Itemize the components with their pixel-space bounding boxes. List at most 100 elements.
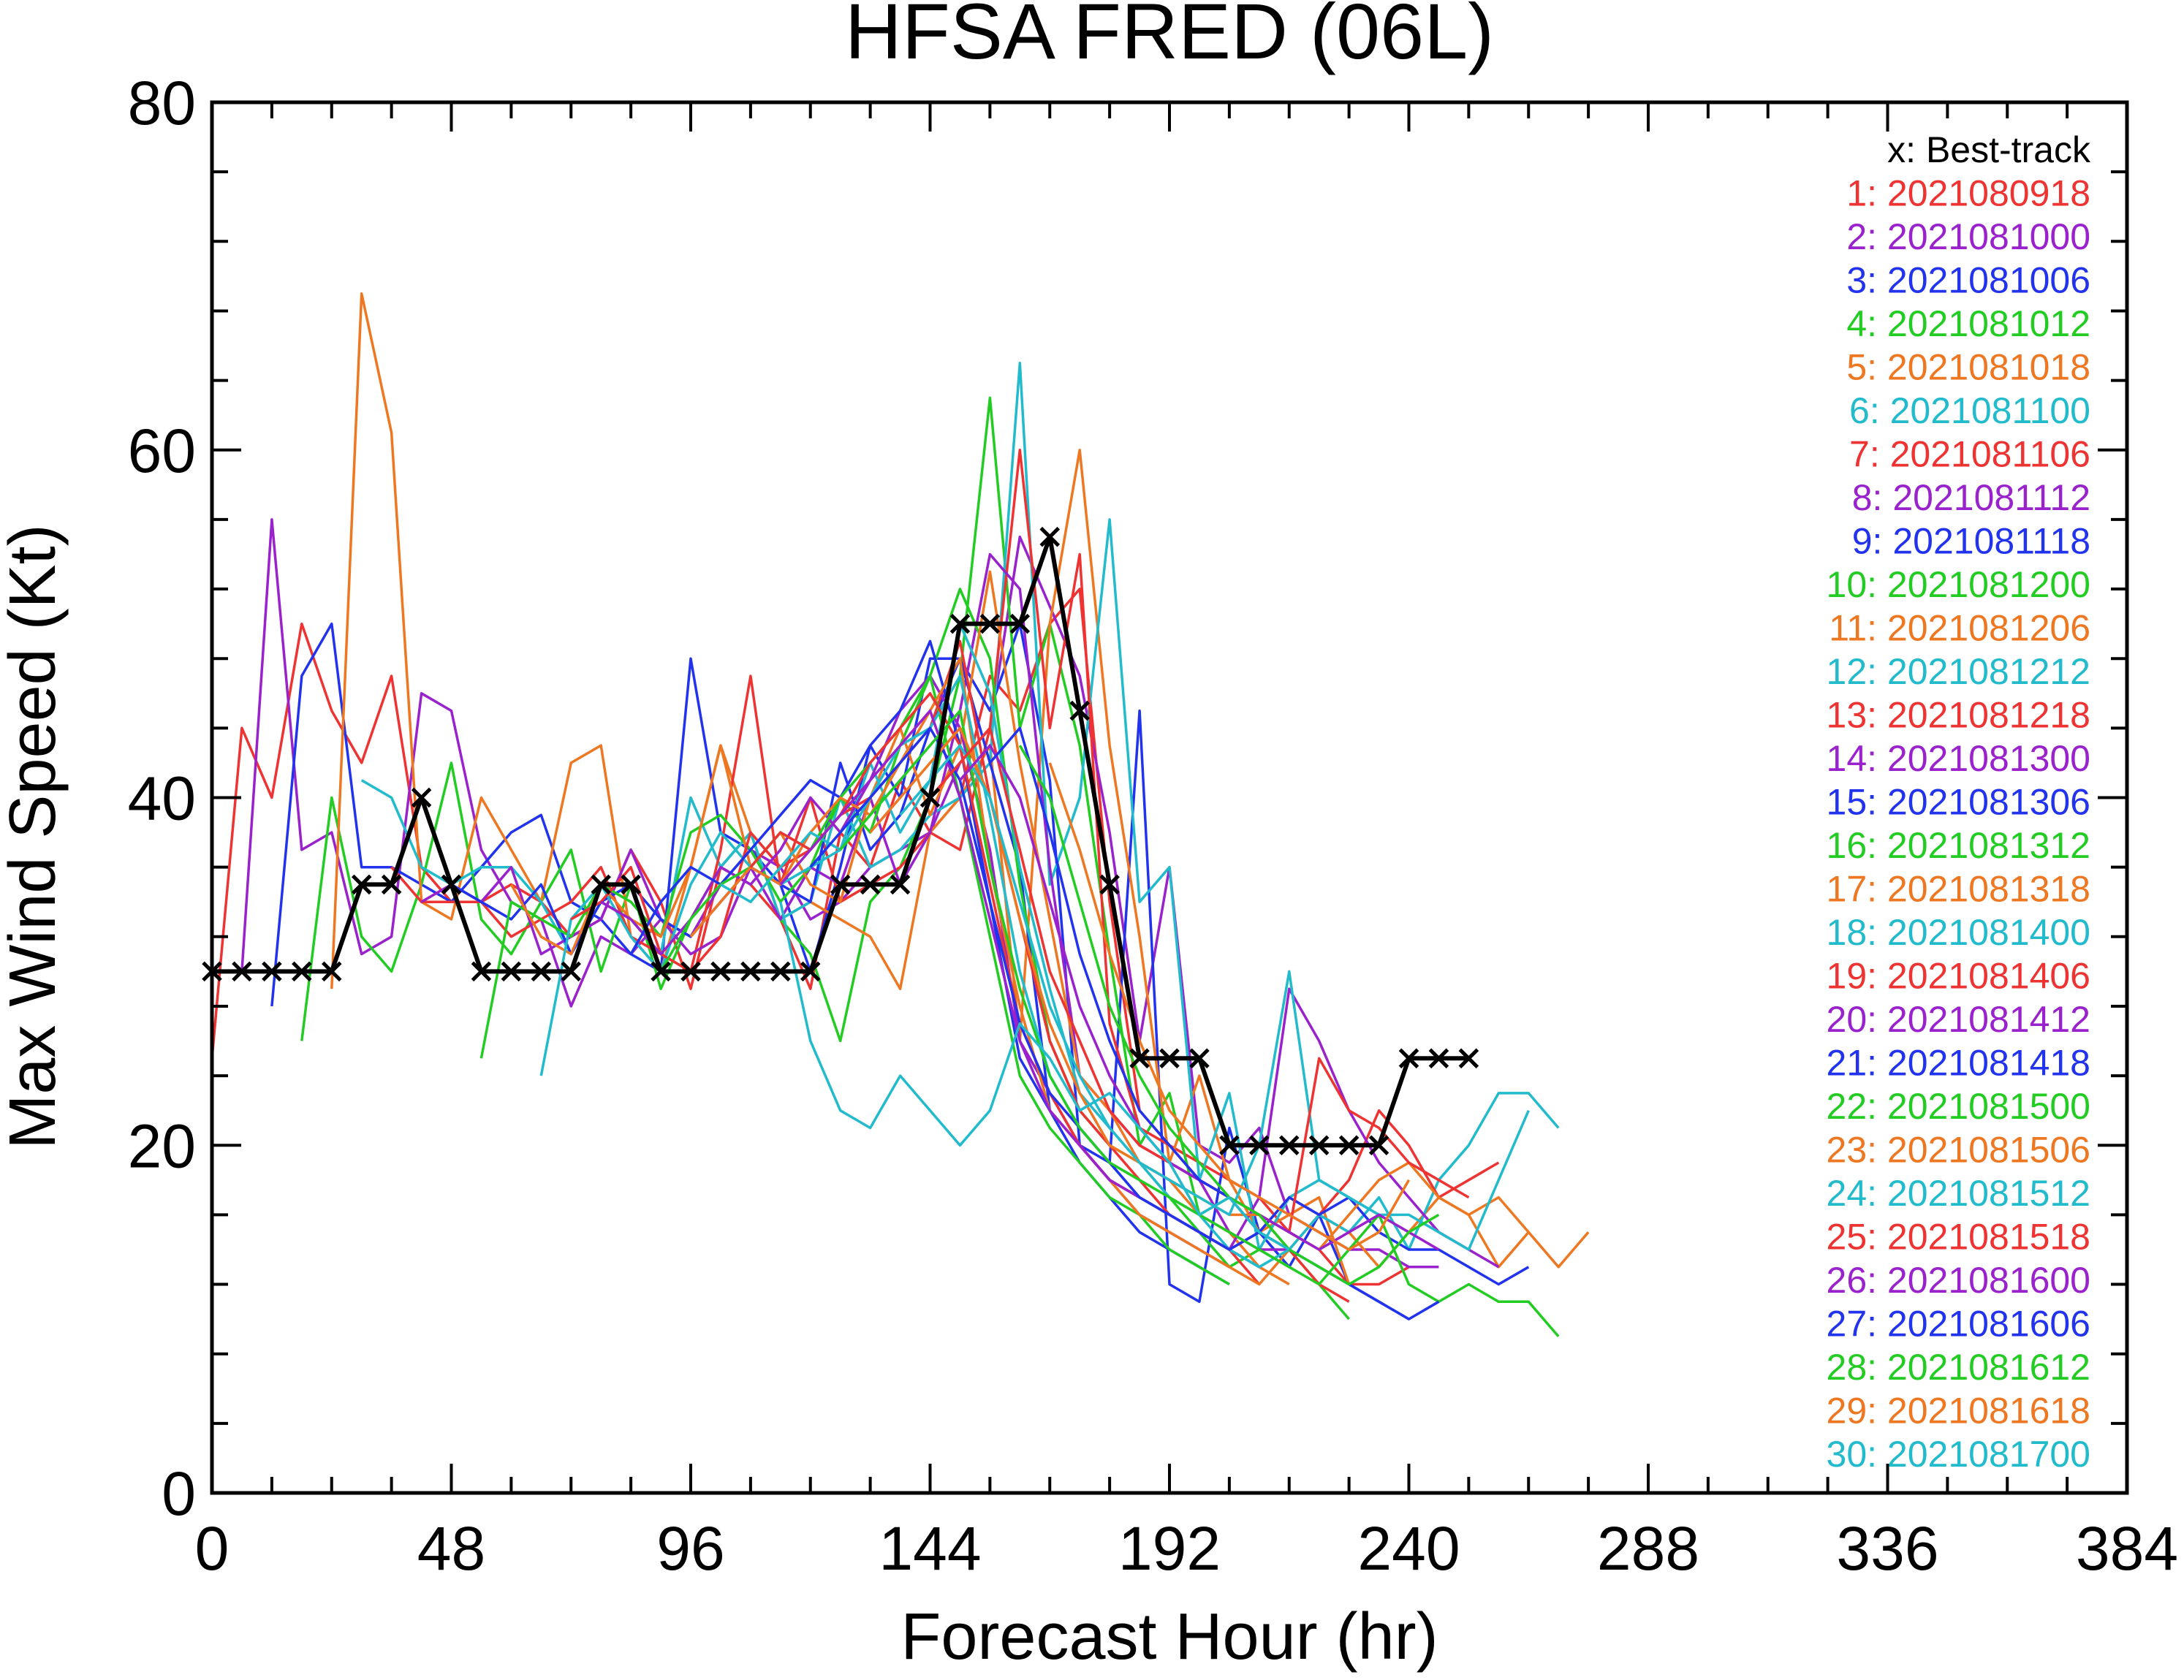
y-tick-label: 0: [162, 1459, 196, 1528]
series-line-21: [809, 726, 1530, 1286]
legend-entry-6: 6: 2021081100: [1849, 390, 2090, 431]
y-tick-label: 40: [128, 764, 196, 833]
best-track-marker: [800, 961, 821, 982]
best-track-marker: [531, 961, 552, 982]
legend-entry-8: 8: 2021081112: [1852, 477, 2090, 518]
best-track-marker: [321, 961, 342, 982]
x-axis-label: Forecast Hour (hr): [900, 1600, 1438, 1673]
best-track-marker: [411, 787, 432, 808]
best-track-marker: [1338, 1135, 1360, 1156]
best-track-marker: [262, 961, 282, 982]
best-track-marker: [1398, 1048, 1419, 1069]
legend-entry-2: 2: 2021081000: [1846, 216, 2090, 257]
best-track-marker: [591, 874, 611, 895]
best-track-layer: [202, 526, 1479, 1156]
legend-entry-29: 29: 2021081618: [1827, 1391, 2090, 1432]
best-track-marker: [1219, 1135, 1240, 1156]
x-tick-label: 96: [656, 1514, 724, 1583]
best-track-marker: [1159, 1048, 1180, 1069]
best-track-marker: [351, 874, 372, 895]
legend-entry-27: 27: 2021081606: [1827, 1304, 2090, 1345]
x-tick-label: 336: [1836, 1514, 1938, 1583]
legend-entry-5: 5: 2021081018: [1846, 347, 2090, 388]
y-tick-label: 80: [128, 69, 196, 137]
x-tick-label: 288: [1597, 1514, 1699, 1583]
legend-entry-11: 11: 2021081206: [1829, 608, 2090, 649]
best-track-marker: [1189, 1048, 1210, 1069]
best-track-marker: [770, 961, 791, 982]
x-tick-label: 192: [1118, 1514, 1221, 1583]
best-track-marker: [561, 961, 582, 982]
best-track-marker: [920, 787, 941, 808]
legend-entry-15: 15: 2021081306: [1827, 782, 2090, 823]
legend-entry-4: 4: 2021081012: [1846, 303, 2090, 344]
best-track-marker: [1428, 1048, 1449, 1069]
legend-entry-17: 17: 2021081318: [1827, 869, 2090, 910]
legend-entry-28: 28: 2021081612: [1827, 1347, 2090, 1388]
x-tick-label: 384: [2076, 1514, 2178, 1583]
series-line-27: [989, 726, 1440, 1320]
best-track-marker: [471, 961, 492, 982]
x-tick-label: 240: [1357, 1514, 1460, 1583]
best-track-marker: [1069, 700, 1090, 721]
axes-layer: 0 48 96 144 192 240 288 336 384 0 20 40 60 80: [128, 69, 2179, 1583]
x-tick-label: 48: [417, 1514, 485, 1583]
best-track-marker: [1009, 613, 1031, 634]
best-track-marker: [860, 874, 881, 895]
series-line-29: [1048, 762, 1411, 1251]
best-track-marker: [292, 961, 312, 982]
best-track-marker: [621, 874, 641, 895]
best-track-marker: [1278, 1135, 1300, 1156]
best-track-marker: [740, 961, 761, 982]
y-axis-label: Max Wind Speed (Kt): [0, 524, 69, 1149]
y-tick-label: 60: [128, 417, 196, 485]
best-track-marker: [651, 961, 671, 982]
legend-entry-1: 1: 2021080918: [1846, 173, 2090, 214]
series-line-10: [479, 588, 1290, 1269]
y-tick-label: 20: [128, 1111, 196, 1180]
legend-entry-14: 14: 2021081300: [1827, 738, 2090, 779]
best-track-marker: [1099, 874, 1120, 895]
legend-entry-13: 13: 2021081218: [1827, 695, 2090, 736]
best-track-marker: [381, 874, 402, 895]
legend-entry-30: 30: 2021081700: [1827, 1434, 2090, 1475]
best-track-marker: [830, 874, 851, 895]
best-track-marker: [680, 961, 701, 982]
best-track-marker: [441, 874, 462, 895]
legend-entry-10: 10: 2021081200: [1827, 564, 2090, 605]
best-track-marker: [1368, 1135, 1389, 1156]
series-layer: [211, 292, 1590, 1338]
series-line-7: [390, 449, 1350, 1303]
legend-entry-24: 24: 2021081512: [1827, 1173, 2090, 1214]
legend-entry-best-track: x: Best-track: [1887, 129, 2091, 170]
legend-entry-12: 12: 2021081212: [1827, 651, 2090, 692]
series-line-5: [330, 292, 1351, 1285]
series-line-4: [300, 396, 1350, 1320]
legend-entry-16: 16: 2021081312: [1827, 825, 2090, 866]
best-track-marker: [501, 961, 522, 982]
legend-entry-20: 20: 2021081412: [1827, 999, 2090, 1040]
best-track-marker: [1039, 526, 1061, 547]
legend-entry-21: 21: 2021081418: [1827, 1043, 2090, 1084]
series-line-15: [629, 639, 1230, 1286]
best-track-marker: [1458, 1048, 1479, 1069]
legend-entry-23: 23: 2021081506: [1827, 1130, 2090, 1171]
best-track-marker: [1308, 1135, 1330, 1156]
x-tick-label: 0: [195, 1514, 230, 1583]
best-track-marker: [710, 961, 731, 982]
best-track-marker: [949, 613, 971, 634]
legend-entry-7: 7: 2021081106: [1849, 434, 2090, 475]
legend-entry-9: 9: 2021081118: [1852, 521, 2090, 562]
best-track-marker: [890, 874, 911, 895]
legend-entry-19: 19: 2021081406: [1827, 956, 2090, 997]
series-line-6: [360, 362, 1380, 1251]
series-line-8: [420, 552, 1289, 1251]
series-line-30: [779, 901, 1290, 1251]
legend-entry-22: 22: 2021081500: [1827, 1086, 2090, 1127]
series-line-1: [211, 588, 1410, 1286]
legend-entry-26: 26: 2021081600: [1827, 1260, 2090, 1301]
best-track-marker: [1249, 1135, 1270, 1156]
x-tick-label: 144: [879, 1514, 981, 1583]
